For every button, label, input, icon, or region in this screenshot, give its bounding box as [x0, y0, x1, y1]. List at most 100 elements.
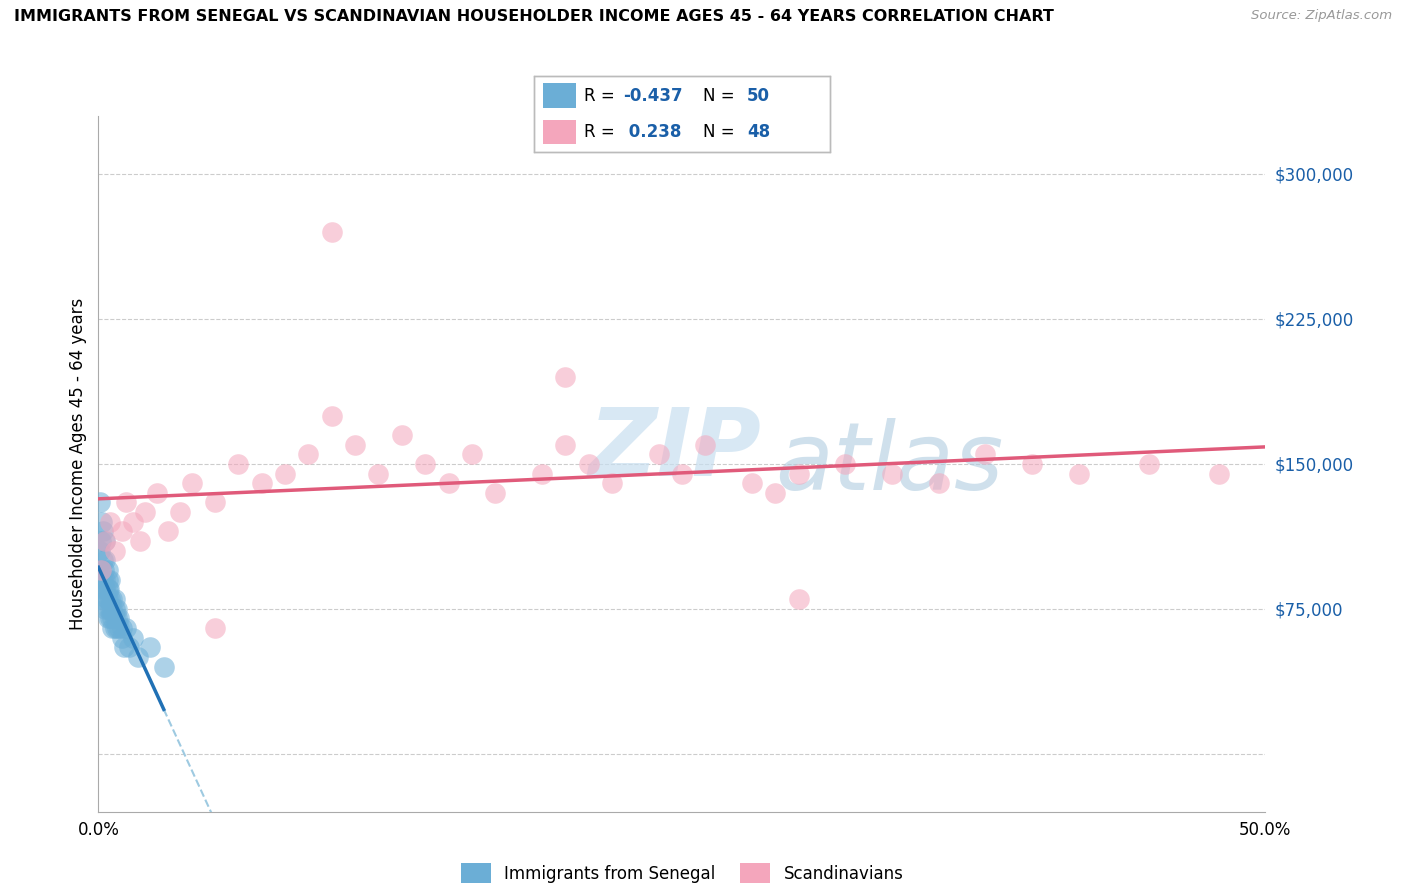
Point — [928, 476, 950, 491]
Point — [93, 563, 115, 577]
Point — [91, 573, 114, 587]
Text: R =: R = — [585, 123, 620, 141]
Point — [98, 592, 121, 607]
Point — [321, 225, 343, 239]
Point — [104, 543, 127, 558]
Point — [115, 495, 138, 509]
Point — [91, 524, 114, 539]
Point — [1137, 457, 1160, 471]
Point — [101, 611, 124, 625]
Point — [391, 428, 413, 442]
Text: Source: ZipAtlas.com: Source: ZipAtlas.com — [1251, 9, 1392, 22]
Point — [105, 621, 128, 635]
Point — [530, 467, 553, 481]
Point — [274, 467, 297, 481]
Text: ZIP: ZIP — [589, 404, 762, 496]
Point — [787, 467, 810, 481]
Point — [834, 457, 856, 471]
Legend: Immigrants from Senegal, Scandinavians: Immigrants from Senegal, Scandinavians — [461, 863, 903, 883]
Point — [204, 495, 226, 509]
Point — [108, 621, 131, 635]
Point — [112, 640, 135, 655]
Point — [111, 631, 134, 645]
Point — [104, 611, 127, 625]
Text: N =: N = — [703, 123, 740, 141]
Point — [122, 515, 145, 529]
Point — [554, 369, 576, 384]
Point — [94, 534, 117, 549]
Bar — [543, 84, 575, 108]
Point — [367, 467, 389, 481]
Point — [321, 409, 343, 423]
Point — [1067, 467, 1090, 481]
Point — [104, 592, 127, 607]
Point — [647, 447, 669, 461]
Point — [111, 621, 134, 635]
Point — [104, 621, 127, 635]
Point — [180, 476, 202, 491]
Point — [122, 631, 145, 645]
Text: IMMIGRANTS FROM SENEGAL VS SCANDINAVIAN HOUSEHOLDER INCOME AGES 45 - 64 YEARS CO: IMMIGRANTS FROM SENEGAL VS SCANDINAVIAN … — [14, 9, 1054, 24]
Point — [671, 467, 693, 481]
Point — [89, 495, 111, 509]
Point — [105, 601, 128, 615]
Point — [134, 505, 156, 519]
Text: atlas: atlas — [775, 418, 1004, 509]
Bar — [543, 120, 575, 144]
Point — [94, 582, 117, 597]
Point — [111, 524, 134, 539]
Point — [139, 640, 162, 655]
Point — [169, 505, 191, 519]
Point — [101, 621, 124, 635]
Point — [974, 447, 997, 461]
Point — [96, 592, 118, 607]
Point — [101, 592, 124, 607]
Point — [94, 601, 117, 615]
Point — [1208, 467, 1230, 481]
Point — [94, 534, 117, 549]
Point — [484, 485, 506, 500]
Point — [741, 476, 763, 491]
Point — [90, 563, 112, 577]
Point — [104, 601, 127, 615]
Point — [90, 515, 112, 529]
Point — [89, 543, 111, 558]
Point — [157, 524, 180, 539]
Point — [127, 650, 149, 665]
Point — [152, 660, 174, 674]
Point — [97, 601, 120, 615]
Point — [97, 611, 120, 625]
Point — [98, 515, 121, 529]
Point — [600, 476, 623, 491]
Point — [90, 534, 112, 549]
Point — [250, 476, 273, 491]
Point — [97, 573, 120, 587]
Text: 0.238: 0.238 — [623, 123, 682, 141]
Point — [94, 553, 117, 567]
Text: N =: N = — [703, 87, 740, 104]
Text: 48: 48 — [747, 123, 770, 141]
Point — [91, 592, 114, 607]
Y-axis label: Householder Income Ages 45 - 64 years: Householder Income Ages 45 - 64 years — [69, 298, 87, 630]
Point — [413, 457, 436, 471]
Point — [98, 611, 121, 625]
Point — [437, 476, 460, 491]
Point — [695, 437, 717, 451]
Point — [787, 592, 810, 607]
Point — [97, 563, 120, 577]
Point — [228, 457, 250, 471]
Point — [763, 485, 786, 500]
Point — [554, 437, 576, 451]
Point — [344, 437, 367, 451]
Point — [90, 563, 112, 577]
Point — [461, 447, 484, 461]
Text: R =: R = — [585, 87, 620, 104]
Point — [97, 582, 120, 597]
Point — [1021, 457, 1043, 471]
Point — [204, 621, 226, 635]
Text: -0.437: -0.437 — [623, 87, 682, 104]
Point — [146, 485, 169, 500]
Point — [94, 573, 117, 587]
Point — [97, 582, 120, 597]
Point — [98, 601, 121, 615]
